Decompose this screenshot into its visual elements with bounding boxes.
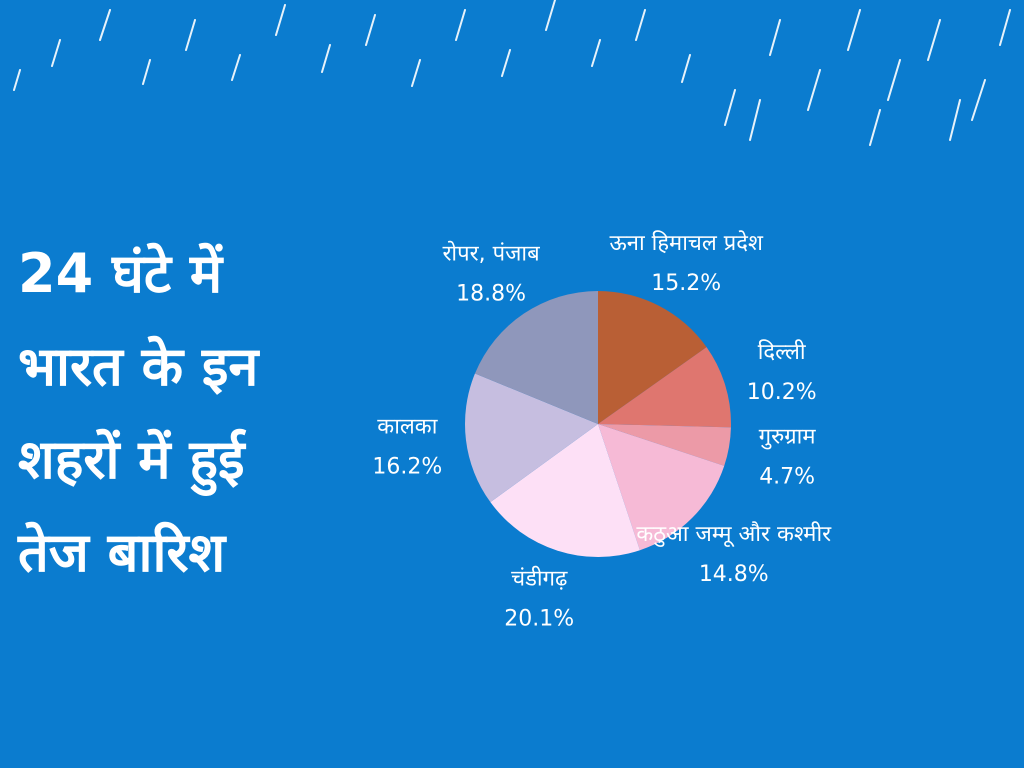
pie-slice xyxy=(474,291,598,424)
title-line: तेज बारिश xyxy=(17,521,228,584)
slice-value-label: 18.8% xyxy=(456,281,526,306)
slice-label: गुरुग्राम xyxy=(759,424,817,449)
slice-label: कालका xyxy=(377,415,437,440)
slice-value-label: 4.7% xyxy=(759,464,815,489)
slice-value-label: 16.2% xyxy=(372,455,442,480)
pie-slice xyxy=(598,424,725,551)
slice-value-label: 15.2% xyxy=(651,271,721,296)
pie-slice xyxy=(490,424,640,558)
pie-slice xyxy=(598,424,731,466)
slice-value-label: 20.1% xyxy=(504,607,574,632)
title-line: 24 घंटे में xyxy=(18,242,224,305)
pie-slice xyxy=(465,373,598,503)
slice-label: ऊना हिमाचल प्रदेश xyxy=(610,230,764,256)
rain-decoration xyxy=(13,0,1011,146)
title-line: शहरों में हुई xyxy=(18,428,247,496)
slice-value-label: 10.2% xyxy=(747,380,817,405)
slice-label: कठुआ जम्मू और कश्मीर xyxy=(636,521,832,548)
slice-label: दिल्ली xyxy=(758,339,806,365)
pie-slice xyxy=(598,347,731,428)
title-line: भारत के इन xyxy=(18,335,260,398)
slice-label: चंडीगढ़ xyxy=(511,566,568,592)
slice-label: रोपर, पंजाब xyxy=(442,240,540,266)
slice-value-label: 14.8% xyxy=(699,562,769,587)
pie-slice xyxy=(598,291,707,424)
